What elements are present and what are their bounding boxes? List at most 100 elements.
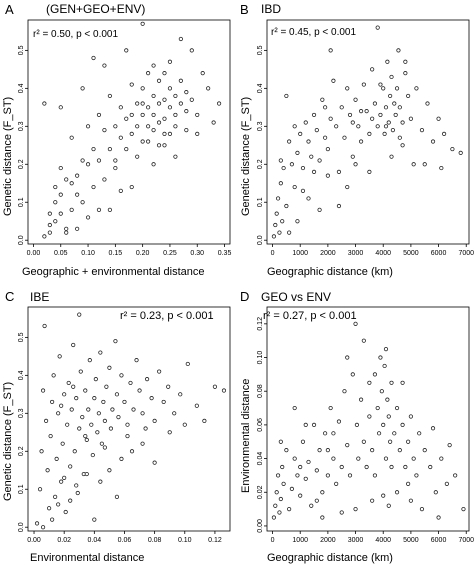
data-point (156, 78, 162, 83)
data-point (45, 468, 50, 473)
data-point (383, 456, 389, 461)
data-point (367, 131, 372, 136)
data-point (77, 312, 82, 317)
data-point (354, 422, 360, 427)
data-point (140, 139, 145, 144)
data-point (397, 105, 402, 110)
data-point (273, 222, 278, 228)
data-point (85, 215, 91, 220)
data-point (287, 230, 292, 235)
data-point (408, 414, 413, 419)
plot-frame (27, 306, 231, 532)
data-point (414, 473, 419, 478)
data-point (393, 112, 398, 118)
data-point (284, 93, 289, 99)
data-point (298, 131, 303, 136)
data-point (390, 128, 396, 133)
panel-c: C IBE 0.00 0.02 0.04 0.06 0.08 0.10 0.12 0.0 0.1… (0, 283, 237, 567)
data-point (353, 507, 358, 512)
data-point (419, 507, 425, 512)
data-point (50, 517, 55, 522)
data-point (212, 384, 218, 389)
data-point (284, 448, 289, 453)
data-point (414, 86, 419, 91)
data-point (298, 464, 303, 470)
data-point (277, 230, 282, 235)
data-point (417, 431, 422, 436)
x-tick: 0.00 (27, 531, 41, 544)
data-point (361, 82, 366, 87)
data-point (195, 131, 200, 136)
x-tick-label: 5000 (403, 250, 419, 257)
data-point (381, 86, 386, 91)
data-point (336, 203, 342, 209)
data-point (306, 196, 311, 201)
stat-annotation: r² = 0.27, p < 0.001 (263, 310, 357, 322)
data-point (68, 498, 73, 503)
data-point (292, 405, 297, 411)
data-point (345, 443, 350, 448)
data-point (119, 373, 124, 378)
data-point (114, 392, 120, 397)
y-tick: 0.3 (257, 121, 267, 131)
data-point (356, 456, 361, 461)
x-tick: 0.10 (178, 531, 192, 544)
data-point (311, 422, 317, 427)
data-point (64, 226, 69, 231)
x-tick-label: 0.02 (57, 537, 71, 544)
data-point (364, 464, 369, 470)
data-point (367, 414, 372, 419)
data-point (300, 439, 306, 444)
y-tick: 0.10 (257, 351, 267, 364)
data-point (113, 339, 118, 344)
data-point (303, 422, 308, 427)
data-point (422, 448, 427, 453)
data-point (361, 439, 366, 444)
data-point (300, 188, 306, 193)
data-point (71, 342, 76, 348)
data-point (367, 380, 372, 385)
data-point (166, 384, 171, 389)
data-point (378, 112, 383, 118)
data-point (57, 354, 62, 359)
data-point (118, 105, 123, 110)
data-point (96, 112, 102, 118)
data-point (129, 184, 134, 190)
x-tick: 0 (271, 531, 275, 544)
data-point (172, 411, 177, 416)
data-point (178, 36, 183, 42)
data-point (428, 464, 433, 470)
data-point (129, 131, 134, 136)
data-point (394, 490, 400, 495)
data-point (396, 48, 401, 53)
x-tick: 0.05 (54, 244, 68, 257)
data-point (80, 415, 85, 420)
data-point (152, 418, 157, 423)
y-tick-label: 0.1 (18, 484, 25, 494)
data-point (102, 128, 107, 133)
data-point (439, 165, 444, 171)
data-point (461, 507, 466, 512)
y-tick: 0.5 (18, 332, 28, 342)
x-tick-label: 5000 (403, 537, 419, 544)
x-tick-label: 0.30 (190, 250, 204, 257)
y-tick: 0.5 (257, 45, 267, 55)
data-point (350, 372, 355, 377)
data-point (347, 473, 353, 478)
x-tick: 0.10 (81, 244, 95, 257)
data-point (151, 63, 156, 68)
data-point (403, 59, 408, 64)
x-tick-label: 0.06 (118, 537, 132, 544)
data-point (383, 105, 389, 110)
data-point (447, 443, 452, 448)
data-point (430, 426, 436, 431)
data-point (135, 101, 140, 106)
data-point (189, 48, 194, 53)
data-point (320, 490, 325, 495)
data-point (386, 120, 391, 125)
data-point (151, 128, 156, 133)
data-point (72, 449, 77, 454)
data-point (303, 476, 308, 481)
y-tick-label: 0.5 (18, 332, 25, 342)
data-point (458, 150, 463, 155)
